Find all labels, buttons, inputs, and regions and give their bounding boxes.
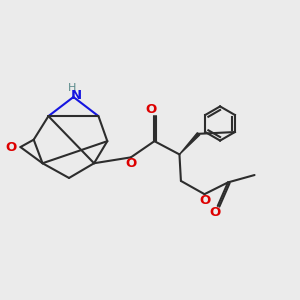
Text: O: O xyxy=(5,141,16,154)
Polygon shape xyxy=(179,133,200,154)
Text: O: O xyxy=(125,157,137,170)
Text: O: O xyxy=(199,194,210,207)
Text: O: O xyxy=(209,206,220,219)
Text: H: H xyxy=(68,83,76,93)
Text: O: O xyxy=(146,103,157,116)
Text: N: N xyxy=(71,89,82,102)
